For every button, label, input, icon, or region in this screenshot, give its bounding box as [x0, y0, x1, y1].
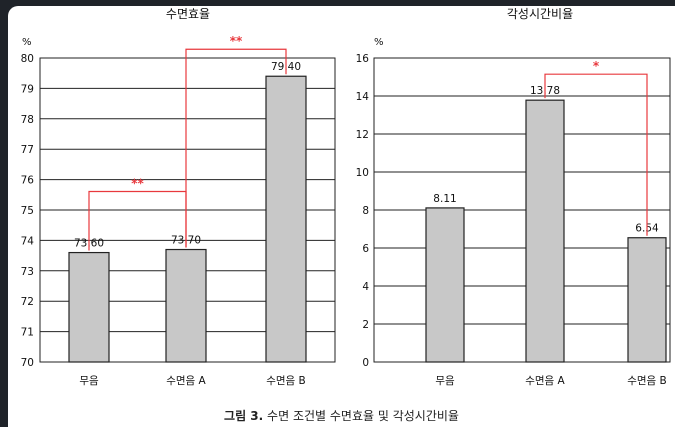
- chart-1-y-tick-label: 78: [21, 114, 34, 126]
- chart-1-y-tick-label: 72: [21, 296, 34, 308]
- chart-2-y-tick-label: 4: [362, 281, 369, 293]
- chart-1-title: 수면효율: [166, 7, 210, 21]
- chart-2-significance-marker-1: *: [593, 59, 600, 73]
- chart-1-significance-bracket-2: [185, 48, 287, 248]
- chart-2-plot-frame: [373, 57, 671, 363]
- caption-label: 그림 3.: [224, 409, 264, 423]
- chart-2-bar-1: [425, 207, 465, 363]
- chart-1-bar-1: [68, 251, 110, 363]
- chart-1-significance-marker-1: **: [131, 177, 144, 191]
- chart-2-y-tick-label: 16: [356, 53, 370, 65]
- chart-2-significance-bracket-1: [544, 73, 648, 236]
- chart-1-y-tick-label: 76: [21, 175, 35, 187]
- chart-2-y-tick-label: 8: [362, 205, 369, 217]
- chart-1-y-unit: %: [22, 37, 32, 48]
- chart-2-y-unit: %: [374, 37, 384, 48]
- chart-1-significance-marker-2: **: [230, 34, 243, 48]
- chart-1-bar-3: [265, 75, 307, 363]
- caption-text: 수면 조건별 수면효율 및 각성시간비율: [267, 409, 459, 423]
- figure-frame: 수면효율% 70 71 72 73 74 75 76 77 78 79 80 73.60 무음 73.70 수…: [8, 6, 675, 427]
- chart-1-bar-2: [165, 248, 207, 363]
- chart-2-y-tick-label: 0: [362, 357, 369, 369]
- chart-2-y-tick-label: 6: [362, 243, 369, 255]
- figure-canvas: 수면효율%707172737475767778798073.60무음73.70수…: [21, 7, 671, 387]
- chart-2-title: 각성시간비율: [507, 7, 573, 21]
- chart-1-y-tick-label: 73: [21, 266, 34, 278]
- chart-2-y-tick-label: 12: [356, 129, 369, 141]
- chart-2-x-tick-label-3: 수면음 B: [627, 375, 667, 387]
- chart-1-y-tick-label: 70: [21, 357, 34, 369]
- chart-1-y-tick-label: 79: [21, 83, 34, 95]
- chart-2-bar-2: [525, 99, 565, 363]
- chart-1-y-tick-label: 74: [21, 235, 35, 247]
- chart-2-y-tick-label: 10: [356, 167, 369, 179]
- chart-1-y-tick-label: 77: [21, 144, 34, 156]
- chart-1-x-tick-label-1: 무음: [79, 375, 99, 387]
- chart-1-x-tick-label-3: 수면음 B: [266, 375, 306, 387]
- chart-1-x-tick-label-2: 수면음 A: [166, 375, 206, 387]
- chart-2-data-label-1: 8.11: [433, 193, 456, 205]
- chart-2-y-tick-label: 2: [362, 319, 369, 331]
- figure-caption: 그림 3. 수면 조건별 수면효율 및 각성시간비율: [8, 407, 675, 424]
- chart-2-x-tick-label-2: 수면음 A: [525, 375, 565, 387]
- chart-2-y-tick-label: 14: [356, 91, 370, 103]
- chart-1-y-tick-label: 71: [21, 327, 34, 339]
- chart-2-bar-3: [627, 237, 667, 363]
- chart-1-y-tick-label: 80: [21, 53, 34, 65]
- chart-2-x-tick-label-1: 무음: [435, 375, 455, 387]
- chart-1-y-tick-label: 75: [21, 205, 34, 217]
